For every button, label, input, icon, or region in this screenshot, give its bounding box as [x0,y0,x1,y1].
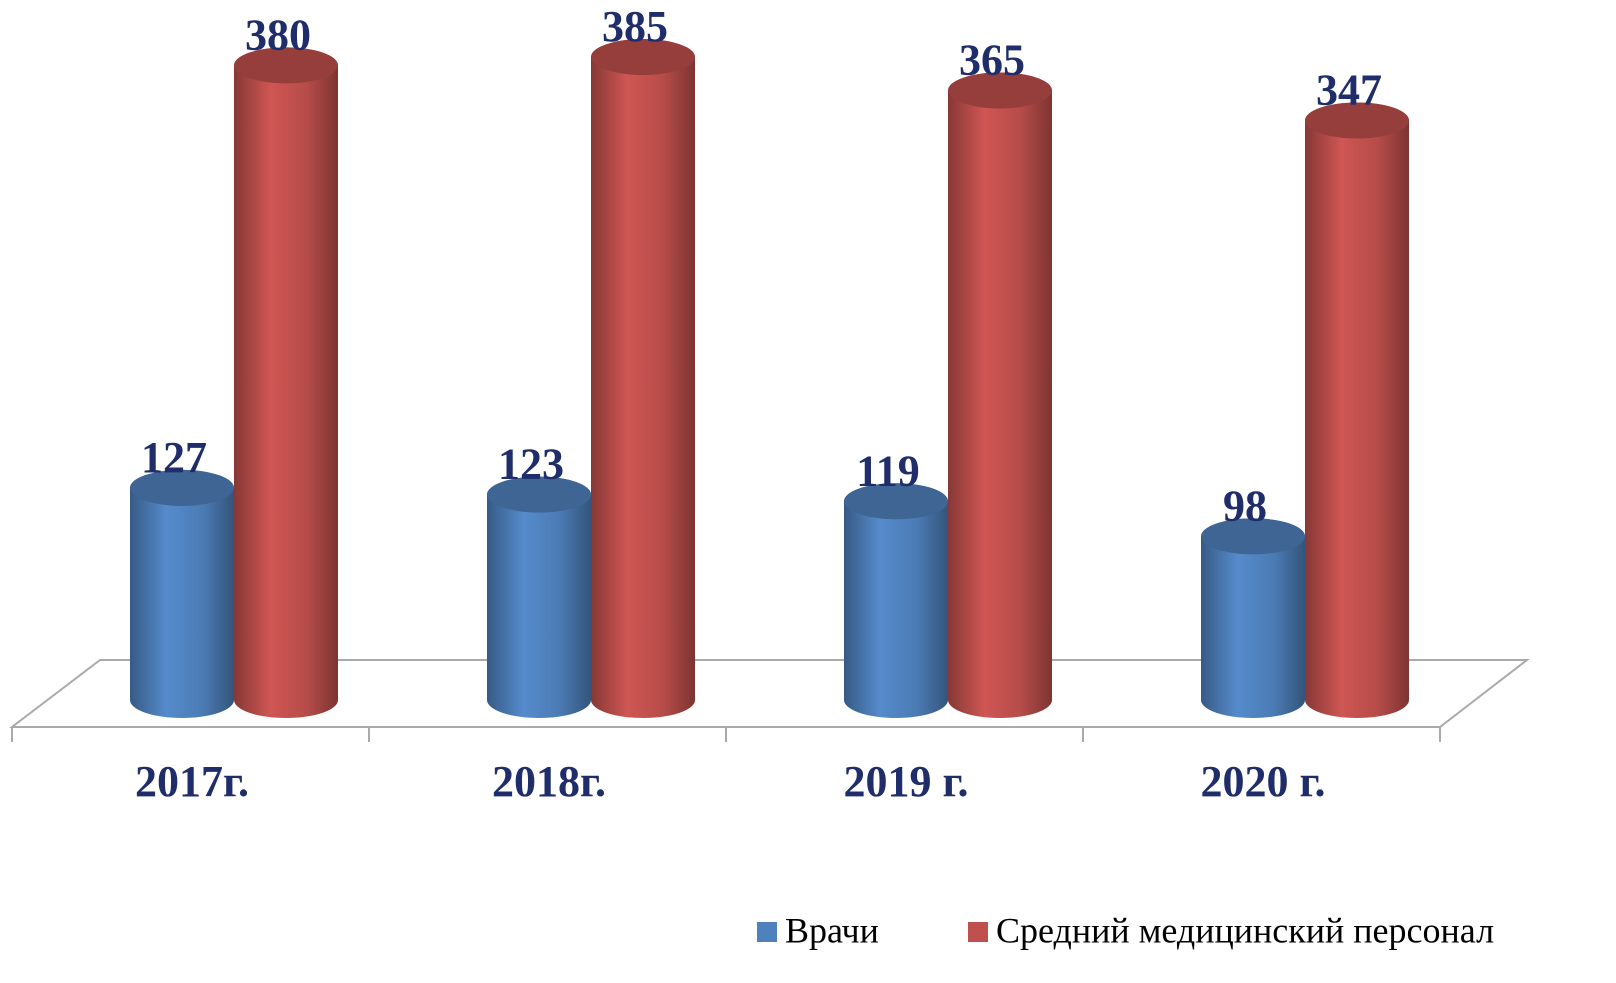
legend-label: Средний медицинский персонал [996,910,1494,950]
data-label: 385 [602,2,668,51]
bar-top [844,483,948,520]
bar-top [1305,102,1409,139]
bar [591,39,695,719]
x-tick-label: 2017г. [135,757,249,806]
floor [9,659,1530,728]
data-label: 123 [498,440,564,489]
data-label: 380 [245,10,311,59]
legend-label: Врачи [785,910,879,950]
bar-top [234,47,338,84]
legend-swatch [757,922,777,942]
bar-top [1201,518,1305,555]
bar [1305,102,1409,718]
x-tick-label: 2018г. [492,757,606,806]
bar-top [130,469,234,506]
data-label: 98 [1223,481,1267,530]
bar-top [487,476,591,513]
data-label: 365 [959,36,1025,85]
bar [844,483,948,718]
data-label: 119 [856,446,920,495]
bar [234,47,338,718]
bar-top [948,72,1052,109]
data-label: 347 [1316,66,1382,115]
bar [487,476,591,718]
bar [948,72,1052,718]
legend-swatch [968,922,988,942]
x-tick-label: 2020 г. [1200,757,1325,806]
data-label: 127 [141,433,207,482]
bar-top [591,39,695,76]
bar [130,469,234,718]
x-tick-label: 2019 г. [843,757,968,806]
bar [1201,518,1305,718]
